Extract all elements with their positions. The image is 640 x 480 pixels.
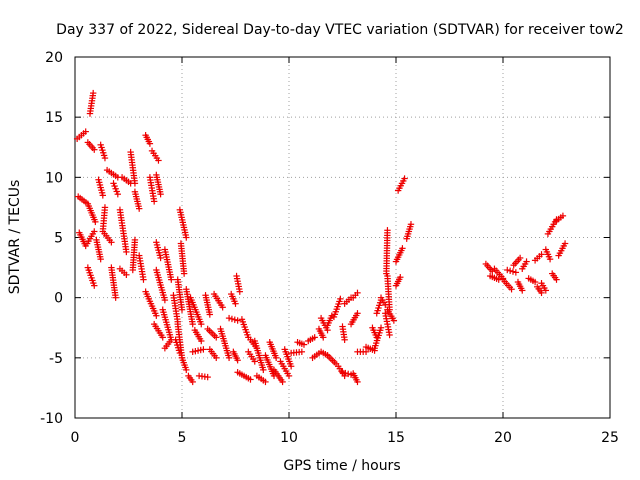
y-tick-label: 10: [45, 170, 63, 186]
y-tick-label: 20: [45, 50, 63, 66]
data-point: [229, 316, 235, 322]
x-axis-label: GPS time / hours: [283, 458, 400, 474]
data-points: [74, 90, 568, 385]
x-tick-labels: 0 5 10 15 20 25: [71, 430, 619, 446]
x-tick-label: 5: [178, 430, 187, 446]
data-point: [226, 315, 232, 321]
data-point: [234, 317, 240, 323]
data-point: [507, 268, 513, 274]
sdtvar-chart: Day 337 of 2022, Sidereal Day-to-day VTE…: [0, 0, 640, 480]
y-tick-label: 0: [54, 291, 63, 307]
y-tick-label: -10: [40, 411, 63, 427]
y-axis-label: SDTVAR / TECUs: [7, 180, 23, 295]
y-tick-label: 15: [45, 110, 63, 126]
x-tick-label: 0: [71, 430, 80, 446]
data-point: [504, 267, 510, 273]
y-tick-labels: -10 -5 0 5 10 15 20: [40, 50, 63, 427]
data-point: [204, 374, 210, 380]
data-point: [510, 268, 516, 274]
data-point: [513, 269, 519, 275]
x-tick-label: 15: [387, 430, 405, 446]
x-tick-label: 25: [601, 430, 619, 446]
y-tick-label: -5: [49, 351, 63, 367]
grid-lines: [75, 57, 610, 418]
x-tick-label: 20: [494, 430, 512, 446]
data-point: [232, 317, 238, 323]
chart-title: Day 337 of 2022, Sidereal Day-to-day VTE…: [56, 22, 624, 38]
y-tick-label: 5: [54, 231, 63, 247]
x-tick-label: 10: [280, 430, 298, 446]
